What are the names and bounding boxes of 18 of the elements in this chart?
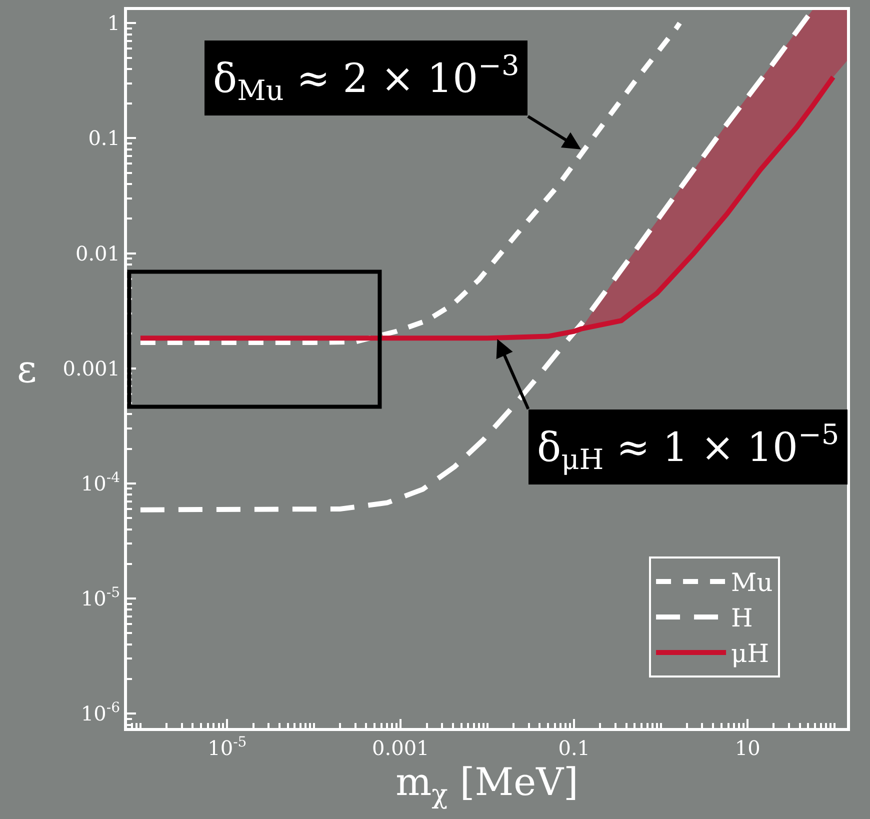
annotation: δ$_{μH}$ ≈ 1 × 10$^{−5}$ (537, 418, 840, 476)
x-tick-label: 10$^{-5}$ (208, 734, 247, 760)
legend-label: H (731, 604, 753, 633)
y-tick-label: 0.1 (88, 126, 120, 150)
x-tick-label: 0.001 (372, 736, 430, 760)
x-axis-title: m$_{χ}$ [MeV] (396, 760, 578, 810)
y-tick-label: 10$^{-4}$ (80, 470, 120, 496)
y-tick-label: 10$^{-5}$ (80, 585, 120, 611)
legend-label: Mu (731, 568, 773, 598)
y-axis-title: ε (17, 347, 37, 391)
y-tick-label: 0.01 (75, 241, 120, 266)
y-tick-label: 10$^{-6}$ (80, 700, 120, 726)
y-tick-label: 1 (107, 11, 120, 36)
y-tick-label: 0.001 (62, 356, 120, 380)
annotation: δ$_{Mu}$ ≈ 2 × 10$^{−3}$ (213, 49, 520, 108)
x-tick-label: 0.1 (558, 736, 590, 760)
x-tick-label: 10 (734, 736, 760, 760)
legend-label: μH (731, 639, 770, 668)
